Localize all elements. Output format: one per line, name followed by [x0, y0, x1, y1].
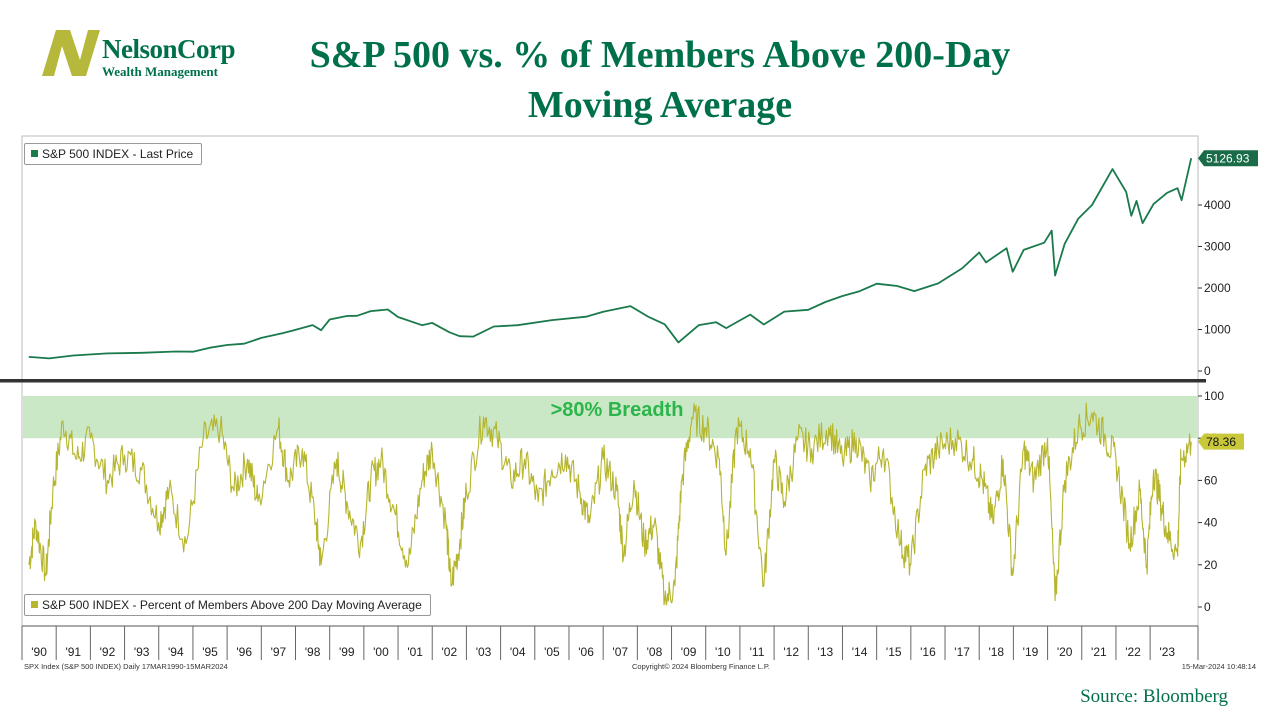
breadth-annotation: >80% Breadth: [551, 399, 684, 421]
x-tick-label: '90: [31, 645, 47, 659]
x-tick-label: '05: [544, 645, 560, 659]
x-tick-label: '14: [852, 645, 868, 659]
x-tick-label: '13: [818, 645, 834, 659]
x-tick-label: '08: [647, 645, 663, 659]
price-last-tag: [1198, 150, 1258, 167]
price-ytick-label: 2000: [1204, 281, 1231, 295]
logo-name: NelsonCorp: [102, 34, 236, 64]
breadth-last-tag: [1198, 433, 1244, 450]
footer-timestamp: 15-Mar-2024 10:48:14: [1181, 662, 1256, 671]
logo-mark: [42, 30, 100, 76]
legend-sp500: S&P 500 INDEX - Last Price: [24, 143, 203, 165]
x-tick-label: '18: [988, 645, 1004, 659]
x-tick-label: '92: [100, 645, 116, 659]
legend-sp500-label: S&P 500 INDEX - Last Price: [42, 147, 194, 161]
x-tick-label: '19: [1023, 645, 1039, 659]
x-tick-label: '12: [783, 645, 799, 659]
x-tick-label: '96: [236, 645, 252, 659]
x-tick-label: '09: [681, 645, 697, 659]
x-tick-label: '22: [1125, 645, 1141, 659]
page-title: S&P 500 vs. % of Members Above 200-Day M…: [309, 34, 1011, 126]
legend-breadth-label: S&P 500 INDEX - Percent of Members Above…: [42, 598, 422, 612]
breadth-ytick-label: 20: [1204, 558, 1218, 572]
chart-area: 0 1000 2000 3000 4000 5126.93 >80% Breadth 0 20 4…: [0, 135, 1258, 660]
breadth-ytick-label: 100: [1204, 389, 1224, 403]
breadth-last-label: 78.36: [1206, 435, 1236, 449]
x-tick-label: '00: [373, 645, 389, 659]
panel-divider: [0, 379, 1206, 383]
breadth-ytick-label: 40: [1204, 516, 1218, 530]
x-tick-label: '03: [476, 645, 492, 659]
x-tick-label: '93: [134, 645, 150, 659]
footer-copyright: Copyright© 2024 Bloomberg Finance L.P.: [632, 662, 770, 671]
x-tick-label: '97: [271, 645, 287, 659]
x-tick-label: '01: [407, 645, 423, 659]
x-tick-label: '02: [442, 645, 458, 659]
sp500-price-line: [28, 157, 1193, 360]
logo-tagline: Wealth Management: [102, 64, 218, 79]
breadth-line: [28, 402, 1192, 606]
x-tick-label: '10: [715, 645, 731, 659]
x-tick-label: '20: [1057, 645, 1073, 659]
footer-ticker: SPX Index (S&P 500 INDEX) Daily 17MAR199…: [24, 662, 228, 671]
legend-sp500-swatch: [31, 150, 38, 157]
source-note: Source: Bloomberg: [1080, 686, 1228, 707]
x-tick-label: '98: [305, 645, 321, 659]
x-tick-label: '04: [510, 645, 526, 659]
x-tick-label: '95: [202, 645, 218, 659]
breadth-band: [23, 396, 1197, 439]
price-ytick-label: 0: [1204, 364, 1211, 378]
legend-breadth: S&P 500 INDEX - Percent of Members Above…: [24, 594, 431, 616]
x-tick-label: '07: [612, 645, 628, 659]
x-tick-label: '11: [750, 645, 765, 659]
price-ytick-label: 1000: [1204, 323, 1231, 337]
nelsoncorp-logo: NelsonCorp Wealth Management: [40, 26, 260, 82]
breadth-ytick-label: 60: [1204, 473, 1218, 487]
x-tick-label: '94: [168, 645, 184, 659]
price-ytick-label: 4000: [1204, 198, 1231, 212]
x-tick-label: '21: [1091, 645, 1107, 659]
breadth-ytick-label: 0: [1204, 600, 1211, 614]
x-tick-label: '16: [920, 645, 936, 659]
x-tick-label: '91: [65, 645, 81, 659]
top-panel-frame: [21, 135, 1199, 381]
x-tick-label: '15: [886, 645, 902, 659]
x-tick-label: '99: [339, 645, 355, 659]
legend-breadth-swatch: [31, 601, 38, 608]
x-tick-label: '06: [578, 645, 594, 659]
x-tick-label: '17: [954, 645, 970, 659]
price-last-label: 5126.93: [1206, 152, 1250, 166]
x-tick-label: '23: [1159, 645, 1175, 659]
price-ytick-label: 3000: [1204, 240, 1231, 254]
